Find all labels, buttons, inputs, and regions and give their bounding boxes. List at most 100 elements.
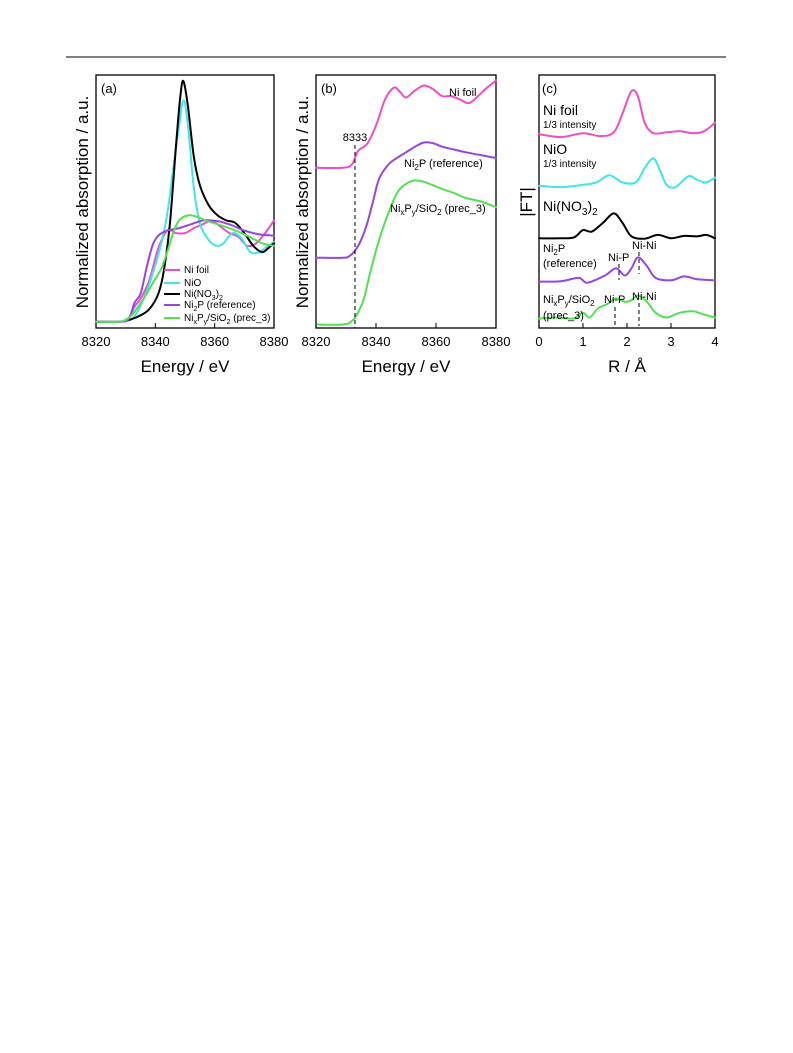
panel-c-annot-third-2: 1/3 intensity xyxy=(543,159,596,170)
series-line-nixpy-sio2-prec-3 xyxy=(95,214,275,323)
b-nixpy-2: P xyxy=(404,203,411,215)
panel-a-legend: Ni foil NiO Ni(NO3)2 Ni2P (reference) Ni… xyxy=(164,265,271,326)
legend-item-ni-foil: Ni foil xyxy=(164,265,209,276)
panel-b-xlabel: Energy / eV xyxy=(362,357,451,376)
x-tick-label: 8320 xyxy=(82,334,111,349)
x-tick-label: 1 xyxy=(579,334,586,349)
legend-ni2p-sub: 2 xyxy=(193,306,197,313)
x-tick-label: 8380 xyxy=(482,334,511,349)
panel-c-curves xyxy=(538,89,716,320)
b-nixpy-y: y xyxy=(412,208,416,217)
legend-label-ni-foil: Ni foil xyxy=(184,265,209,276)
legend-item-nixpy: NixPy/SiO2 (prec_3) xyxy=(164,313,271,326)
legend-ni2p-b: P (reference) xyxy=(197,300,255,311)
panel-b-annot-ni-foil: Ni foil xyxy=(449,87,477,99)
c-nixpy-x: x xyxy=(553,299,557,308)
panel-c-annot-ni2p-ref: (reference) xyxy=(543,258,597,270)
c-nino3-b: ) xyxy=(587,198,592,214)
panel-c-x-ticks: 0 1 2 3 4 xyxy=(535,323,719,349)
series-line-nio xyxy=(538,157,716,189)
panel-c-annot-nino3: Ni(NO3)2 xyxy=(543,198,598,218)
legend-item-nio: NiO xyxy=(164,278,201,289)
panel-c-annot-nixpy: NixPy/SiO2 xyxy=(543,294,595,308)
series-line-ni2p-reference xyxy=(538,256,716,284)
legend-label-ni2p: Ni2P (reference) xyxy=(184,300,256,313)
legend-label-ni-no3-2: Ni(NO3)2 xyxy=(184,289,223,302)
panel-b-x-ticks: 8320 8340 8360 8380 xyxy=(302,323,511,349)
legend-nixpy-1: Ni xyxy=(184,313,193,324)
c-nino3-sub3: 3 xyxy=(582,207,588,218)
c-nixpy-3: /SiO xyxy=(569,294,591,306)
panel-c-annot-third-1: 1/3 intensity xyxy=(543,120,596,131)
x-tick-label: 8340 xyxy=(141,334,170,349)
panel-a-xlabel: Energy / eV xyxy=(141,357,230,376)
x-tick-label: 0 xyxy=(535,334,542,349)
legend-nixpy-4: (prec_3) xyxy=(230,313,270,324)
b-nixpy-sub2: 2 xyxy=(437,208,442,217)
b-nixpy-x: x xyxy=(400,208,404,217)
panel-a-frame xyxy=(95,74,275,329)
panel-a-label: (a) xyxy=(101,81,117,96)
x-tick-label: 3 xyxy=(667,334,674,349)
panel-a-curves xyxy=(95,79,275,323)
c-nino3-sub2: 2 xyxy=(592,207,598,218)
series-line-ni2p-reference xyxy=(95,219,275,323)
legend-ni2p-a: Ni xyxy=(184,300,193,311)
panel-c-annot-ni2p: Ni2P xyxy=(543,243,565,257)
legend-nixpy-x: x xyxy=(193,319,197,326)
panel-a: 8320 8340 8360 8380 (a) Energy / eV Normali… xyxy=(73,74,289,376)
c-ni2p-sub: 2 xyxy=(553,248,558,257)
x-tick-label: 8340 xyxy=(362,334,391,349)
x-tick-label: 8320 xyxy=(302,334,331,349)
series-line-nixpy-sio2-prec-3 xyxy=(538,294,716,320)
series-line-nixpy-sio2-prec-3 xyxy=(315,179,497,326)
b-ni2p-rest: P (reference) xyxy=(419,158,483,170)
c-nixpy-sub2: 2 xyxy=(590,299,595,308)
legend-nino3-b: ) xyxy=(216,289,219,300)
legend-nino3-sub2: 2 xyxy=(219,295,223,302)
b-nixpy-4: (prec_3) xyxy=(442,203,486,215)
legend-nino3-sub3: 3 xyxy=(212,295,216,302)
x-tick-label: 4 xyxy=(711,334,718,349)
c-ni2p-b: P xyxy=(558,243,565,255)
panel-a-x-ticks: 8320 8340 8360 8380 xyxy=(82,323,289,349)
c-nino3-a: Ni(NO xyxy=(543,198,582,214)
panel-b: 8320 8340 8360 8380 8333 (b) Energy / eV No… xyxy=(293,74,511,376)
b-nixpy-1: Ni xyxy=(390,203,400,215)
c-ni2p-a: Ni xyxy=(543,243,553,255)
c-nixpy-2: P xyxy=(557,294,564,306)
panel-b-annot-nixpy: NixPy/SiO2 (prec_3) xyxy=(390,203,486,217)
legend-nixpy-2: P xyxy=(197,313,204,324)
panel-c-ylabel: |FT| xyxy=(517,187,536,217)
panel-c-annot-nini-2: Ni-Ni xyxy=(632,291,656,303)
x-tick-label: 2 xyxy=(623,334,630,349)
panel-c-annot-nio: NiO xyxy=(543,141,567,157)
legend-nixpy-y: y xyxy=(204,319,208,326)
legend-nixpy-sub2: 2 xyxy=(227,319,231,326)
legend-item-ni2p: Ni2P (reference) xyxy=(164,300,256,313)
panel-c-annot-nip-2: Ni-P xyxy=(604,294,625,306)
legend-label-nixpy: NixPy/SiO2 (prec_3) xyxy=(184,313,271,326)
panel-c-annot-nixpy-prec: (prec_3) xyxy=(543,310,584,322)
legend-nino3-a: Ni(NO xyxy=(184,289,212,300)
panel-b-label: (b) xyxy=(321,81,337,96)
x-tick-label: 8380 xyxy=(260,334,289,349)
b-ni2p-sub: 2 xyxy=(414,163,419,172)
panel-b-ylabel: Normalized absorption / a.u. xyxy=(293,96,312,309)
panel-b-edge-label: 8333 xyxy=(343,132,367,144)
panel-b-frame xyxy=(315,74,497,329)
series-line-ni-no3-2 xyxy=(538,212,716,240)
series-line-ni-foil xyxy=(538,89,716,139)
c-nixpy-y: y xyxy=(565,299,569,308)
series-line-ni-foil xyxy=(315,79,497,170)
b-nixpy-3: /SiO xyxy=(416,203,438,215)
c-nixpy-1: Ni xyxy=(543,294,553,306)
legend-item-ni-no3-2: Ni(NO3)2 xyxy=(164,289,223,302)
panel-c-annot-nip-1: Ni-P xyxy=(608,252,629,264)
panel-b-annot-ni2p: Ni2P (reference) xyxy=(404,158,483,172)
panel-c-annot-nini-1: Ni-Ni xyxy=(632,240,656,252)
panel-a-ylabel: Normalized absorption / a.u. xyxy=(73,96,92,309)
b-ni2p-main: Ni xyxy=(404,158,414,170)
